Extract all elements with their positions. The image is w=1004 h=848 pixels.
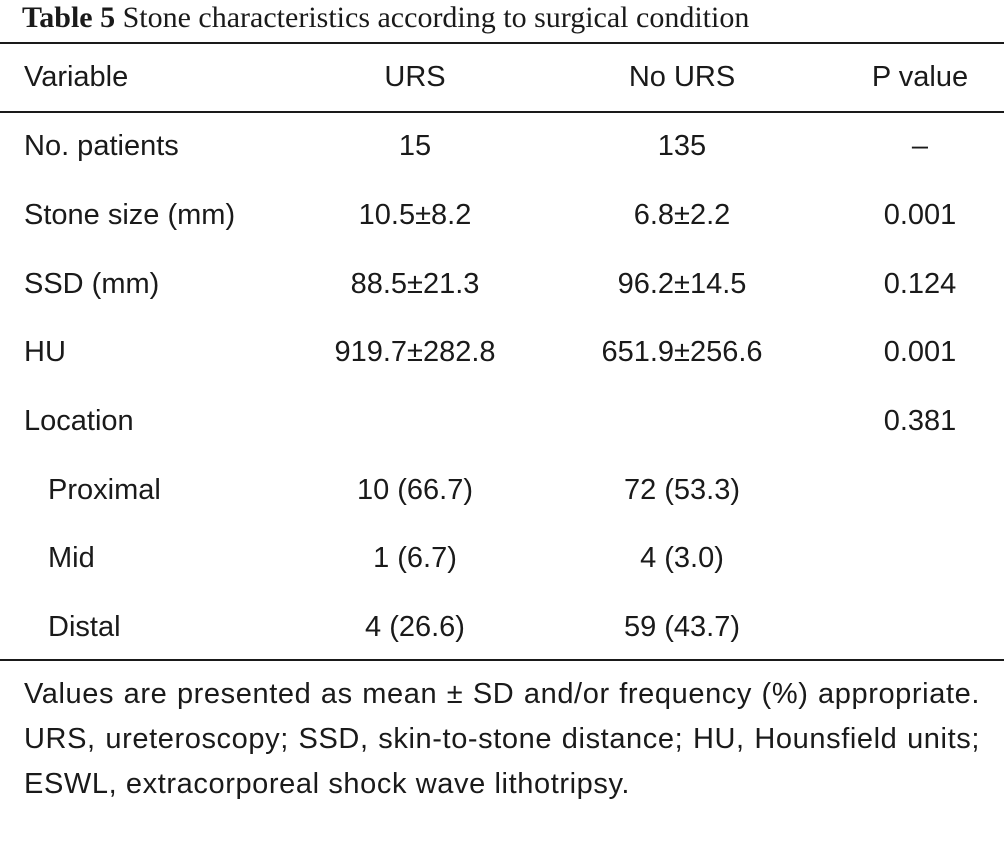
table-row: HU 919.7±282.8 651.9±256.6 0.001 bbox=[0, 332, 1004, 372]
header-row: Variable URS No URS P value bbox=[0, 57, 1004, 97]
variable-cell: Proximal bbox=[48, 474, 161, 506]
no-urs-cell: 135 bbox=[657, 130, 707, 162]
p-value-cell: 0.381 bbox=[883, 405, 957, 437]
urs-cell: 15 bbox=[398, 130, 432, 162]
variable-cell: SSD (mm) bbox=[24, 268, 160, 300]
table-row: Mid 1 (6.7) 4 (3.0) bbox=[0, 538, 1004, 578]
table-row: Proximal 10 (66.7) 72 (53.3) bbox=[0, 470, 1004, 510]
table-footnote: Values are presented as mean ± SD and/or… bbox=[24, 678, 980, 800]
header-rule bbox=[0, 111, 1004, 113]
no-urs-cell: 59 (43.7) bbox=[623, 611, 741, 643]
table-row: Location 0.381 bbox=[0, 401, 1004, 441]
table-caption: Table 5 Stone characteristics according … bbox=[22, 0, 749, 36]
urs-cell: 919.7±282.8 bbox=[334, 336, 496, 368]
top-rule bbox=[0, 42, 1004, 44]
p-value-cell: 0.001 bbox=[883, 199, 957, 231]
variable-cell: Mid bbox=[48, 542, 95, 574]
variable-cell: HU bbox=[24, 336, 66, 368]
variable-cell: Distal bbox=[48, 611, 121, 643]
variable-cell: Stone size (mm) bbox=[24, 199, 236, 231]
no-urs-cell: 96.2±14.5 bbox=[617, 268, 747, 300]
no-urs-cell: 651.9±256.6 bbox=[601, 336, 763, 368]
urs-cell: 88.5±21.3 bbox=[350, 268, 480, 300]
no-urs-cell: 4 (3.0) bbox=[640, 542, 724, 574]
table-row: No. patients 15 135 – bbox=[0, 126, 1004, 166]
urs-cell: 10.5±8.2 bbox=[358, 199, 472, 231]
variable-cell: No. patients bbox=[24, 130, 179, 162]
p-value-cell: 0.001 bbox=[883, 336, 957, 368]
p-value-cell: – bbox=[911, 130, 929, 162]
table-title: Stone characteristics according to surgi… bbox=[122, 1, 750, 34]
table-number: Table 5 bbox=[22, 1, 116, 34]
urs-cell: 4 (26.6) bbox=[365, 611, 465, 643]
header-variable: Variable bbox=[24, 61, 129, 93]
header-urs: URS bbox=[384, 61, 446, 93]
no-urs-cell: 6.8±2.2 bbox=[633, 199, 731, 231]
header-no-urs: No URS bbox=[628, 61, 736, 93]
table-row: Stone size (mm) 10.5±8.2 6.8±2.2 0.001 bbox=[0, 195, 1004, 235]
urs-cell: 10 (66.7) bbox=[356, 474, 474, 506]
header-p-value: P value bbox=[871, 61, 969, 93]
urs-cell: 1 (6.7) bbox=[373, 542, 457, 574]
table-row: SSD (mm) 88.5±21.3 96.2±14.5 0.124 bbox=[0, 264, 1004, 304]
bottom-rule bbox=[0, 659, 1004, 661]
no-urs-cell: 72 (53.3) bbox=[623, 474, 741, 506]
p-value-cell: 0.124 bbox=[883, 268, 957, 300]
variable-cell: Location bbox=[24, 405, 134, 437]
table-row: Distal 4 (26.6) 59 (43.7) bbox=[0, 607, 1004, 647]
